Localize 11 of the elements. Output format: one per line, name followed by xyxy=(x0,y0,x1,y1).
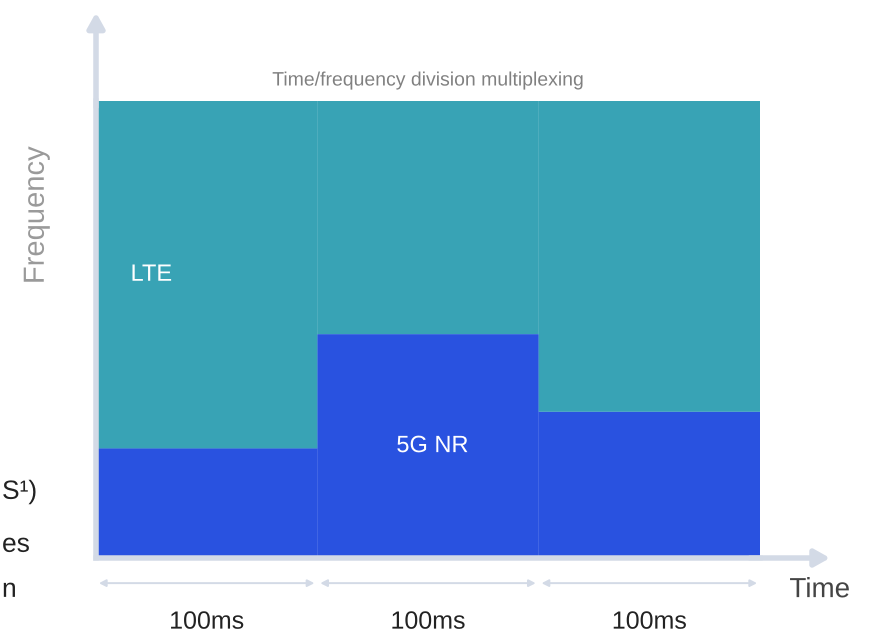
text: n xyxy=(4,582,15,597)
x-tick-label: 100ms xyxy=(614,611,686,629)
y-axis-title: Frequency xyxy=(24,146,50,282)
x-tick-label: 100ms xyxy=(171,611,244,629)
series-label: 5G NR xyxy=(397,436,468,452)
chart-title: Time/frequency division multiplexing xyxy=(272,71,583,90)
x-tick-label: 100ms xyxy=(392,611,465,629)
x-axis-title: Time xyxy=(790,577,849,598)
text: S¹) xyxy=(3,480,36,504)
series-label: LTE xyxy=(132,264,172,281)
text: es xyxy=(3,538,29,552)
